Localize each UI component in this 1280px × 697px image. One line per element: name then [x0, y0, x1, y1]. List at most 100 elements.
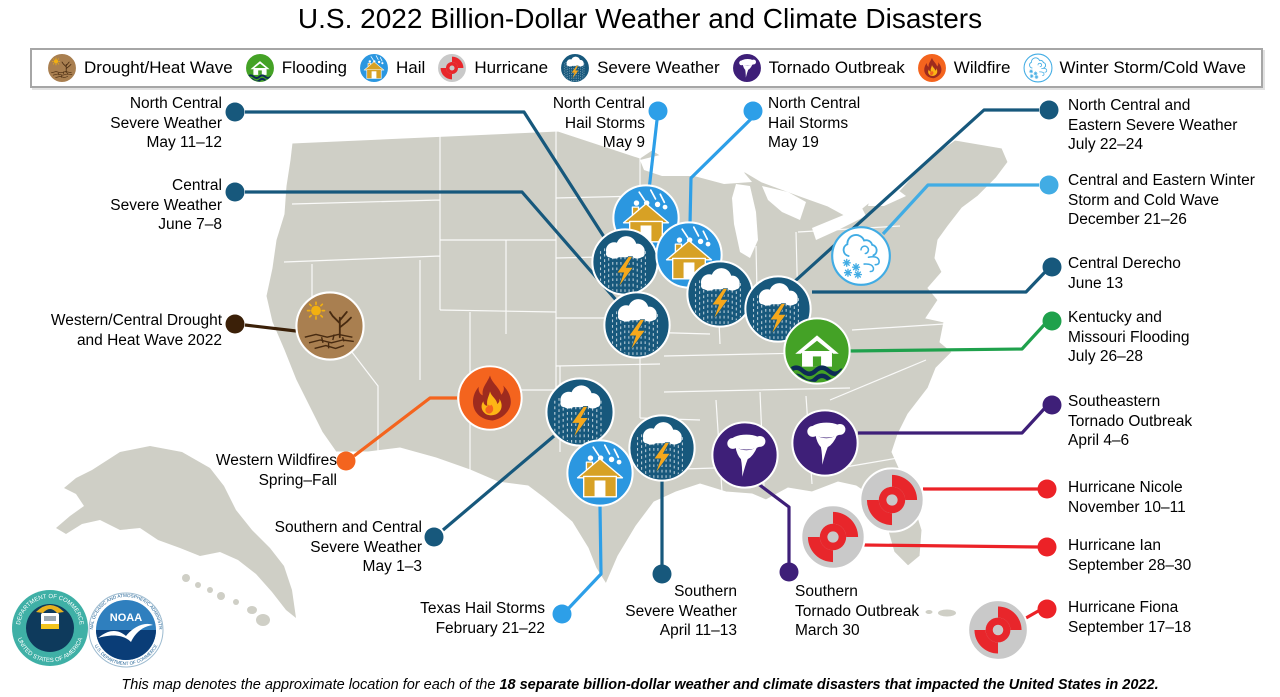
leader-line-nce-severe-july22 [792, 108, 1039, 284]
label-line: July 22–24 [1068, 136, 1143, 153]
map-icon-severe-may1 [546, 378, 613, 445]
map-icon-winter-storm [832, 227, 890, 285]
label-dot [652, 564, 672, 584]
label-line: Kentucky and [1068, 309, 1162, 326]
disaster-label-sc-severe-may1: Southern and Central Severe Weather May … [275, 518, 422, 577]
label-line: Tornado Outbreak [1068, 412, 1193, 430]
caption-bold: 18 separate billion-dollar weather and c… [499, 677, 1159, 693]
label-dot [1042, 395, 1062, 415]
leader-line-central-derecho [812, 269, 1048, 294]
label-line: December 21–26 [1068, 211, 1187, 228]
leader-line-southern-tornado-mar30 [756, 481, 791, 563]
map-icon-severe-june7 [604, 292, 669, 357]
label-line: Southern and Central [274, 519, 422, 536]
map-icon-hurricane-nicole [859, 467, 925, 533]
label-dot [1037, 537, 1057, 557]
label-line: March 30 [795, 622, 860, 639]
legend-item-flooding: Flooding [245, 53, 347, 83]
leader-line-se-tornado [858, 407, 1046, 435]
legend-label: Hurricane [474, 58, 549, 77]
label-dot [336, 451, 356, 471]
label-line: May 11–12 [146, 134, 222, 151]
legend-item-tornado: Tornado Outbreak [732, 53, 905, 83]
legend-item-hurricane: Hurricane [437, 53, 548, 83]
leader-line-nc-severe-may11 [245, 110, 608, 241]
leader-line-hurricane-ian [863, 543, 1039, 549]
legend-item-wildfire: Wildfire [917, 53, 1011, 83]
label-line: Eastern Severe Weather [1068, 116, 1238, 134]
map-icon-hurricane-fiona [967, 599, 1029, 661]
map-icon-se-tornado [791, 409, 859, 477]
legend-label: Severe Weather [597, 58, 720, 77]
label-line: April 11–13 [659, 622, 737, 639]
great-lakes [640, 152, 906, 258]
label-dot [1042, 257, 1062, 277]
legend-label: Wildfire [953, 58, 1011, 77]
disaster-label-southern-tornado-mar30: Southern Tornado Outbreak March 30 [795, 582, 919, 641]
label-line: Southeastern [1068, 393, 1161, 410]
map-icon-western-wildfires [457, 365, 523, 431]
leader-line-texas-hail [565, 505, 603, 612]
label-line: September 28–30 [1068, 556, 1192, 574]
label-dot [1042, 311, 1062, 331]
label-line: Western/Central Drought [50, 312, 222, 329]
noaa-logo-text: NOAA [110, 612, 142, 624]
leader-line-sc-severe-may1 [441, 434, 556, 532]
leader-lines [244, 108, 1048, 620]
disaster-label-se-tornado: Southeastern Tornado Outbreak April 4–6 [1068, 392, 1192, 451]
label-line: Southern [674, 583, 737, 600]
map-icon-western-drought [296, 292, 363, 359]
label-line: Storm and Cold Wave [1068, 191, 1220, 209]
legend-item-severe-weather: Severe Weather [560, 53, 720, 83]
label-line: Hurricane Ian [1068, 537, 1162, 554]
leader-line-nc-hail-may9 [647, 119, 659, 191]
leader-line-western-drought [244, 323, 297, 333]
label-line: May 19 [768, 134, 819, 151]
label-dot [225, 182, 245, 202]
label-line: February 21–22 [435, 619, 545, 637]
label-line: Western Wildfires [215, 452, 337, 469]
page-title: U.S. 2022 Billion-Dollar Weather and Cli… [297, 3, 983, 34]
label-line: May 9 [602, 134, 645, 151]
label-line: Texas Hail Storms [420, 600, 545, 617]
puerto-rico [925, 609, 956, 617]
disaster-label-central-severe-june7: Central Severe Weather June 7–8 [110, 176, 222, 235]
disaster-label-winter-storm-dec21: Central and Eastern Winter Storm and Col… [1068, 171, 1255, 230]
leader-line-central-severe-june7 [245, 190, 618, 302]
legend-label: Drought/Heat Wave [84, 58, 233, 77]
label-dot [1037, 599, 1057, 619]
label-dot [1039, 100, 1059, 120]
caption-normal: This map denotes the approximate locatio… [121, 677, 500, 693]
map-caption: This map denotes the approximate locatio… [0, 677, 1280, 693]
disaster-label-nc-hail-may19: North Central Hail Storms May 19 [768, 94, 860, 153]
label-line: North Central [129, 95, 222, 112]
label-line: Tornado Outbreak [795, 602, 920, 620]
label-line: Severe Weather [110, 196, 222, 214]
leader-line-western-wildfires [353, 396, 457, 458]
leader-line-hurricane-fiona [1025, 608, 1041, 620]
label-dot [1037, 479, 1057, 499]
label-dot [743, 101, 763, 121]
label-line: Central [172, 177, 222, 194]
leader-line-nc-hail-may19 [688, 117, 753, 225]
label-line: April 4–6 [1068, 432, 1130, 449]
legend-label: Winter Storm/Cold Wave [1059, 58, 1246, 77]
label-line: July 26–28 [1068, 348, 1143, 365]
legend-label: Hail [395, 58, 426, 77]
label-line: and Heat Wave 2022 [76, 331, 222, 349]
disaster-label-texas-hail: Texas Hail Storms February 21–22 [420, 599, 545, 638]
map-icon-texas-hail [566, 439, 634, 507]
disaster-label-nce-severe-july22: North Central and Eastern Severe Weather… [1068, 96, 1237, 155]
alaska [56, 446, 296, 618]
label-dot [225, 314, 245, 334]
map-icon-severe-may11 [592, 229, 657, 294]
legend-label: Tornado Outbreak [768, 58, 905, 77]
disaster-label-hurricane-nicole: Hurricane Nicole November 10–11 [1068, 478, 1186, 517]
map-icon-southern-tornado [711, 421, 779, 489]
disaster-label-hurricane-fiona: Hurricane Fiona September 17–18 [1068, 598, 1191, 637]
doc-seal-logo: DEPARTMENT OF COMMERCE UNITED STATES OF … [12, 590, 88, 666]
label-line: September 17–18 [1068, 618, 1192, 636]
leader-line-winter-storm-dec21 [881, 183, 1039, 236]
label-line: June 7–8 [158, 216, 222, 233]
